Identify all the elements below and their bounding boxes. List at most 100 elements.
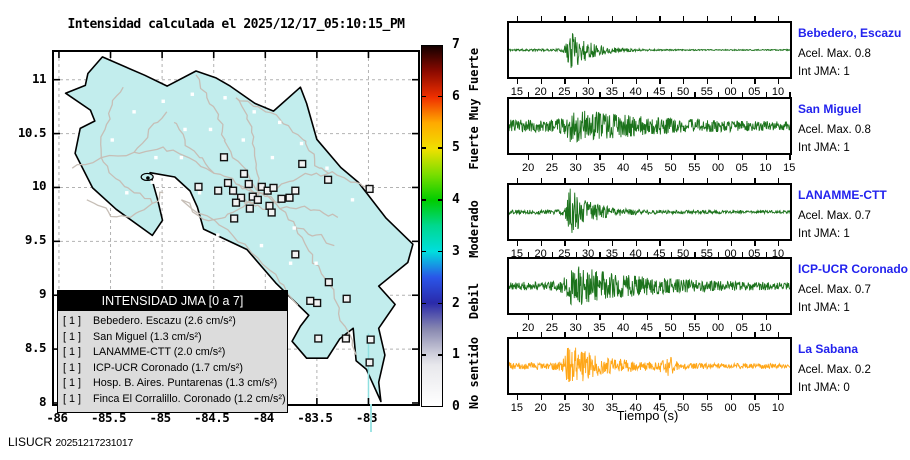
station-marker xyxy=(219,153,229,162)
trace-axis-tick xyxy=(599,155,601,160)
trace-tick-label: 00 xyxy=(711,322,725,334)
station-marker xyxy=(236,193,246,202)
trace-tick-label: 45 xyxy=(640,322,653,334)
trace-axis-tick xyxy=(588,395,590,400)
road xyxy=(86,191,164,219)
trace-axis-tick xyxy=(551,92,554,97)
trace-axis-tick xyxy=(754,241,756,246)
jma-intensity: Int JMA: 1 xyxy=(798,142,850,154)
trace-axis-tick xyxy=(635,79,637,84)
trace-axis-tick xyxy=(706,16,709,21)
waveform xyxy=(508,33,791,68)
station-marker xyxy=(214,186,223,195)
trace-axis-tick xyxy=(670,92,672,97)
trace-axis-tick xyxy=(683,395,685,400)
trace-axis-tick xyxy=(528,252,530,257)
trace-tick-label: 30 xyxy=(569,322,582,334)
road xyxy=(100,157,153,204)
waveform xyxy=(508,347,791,382)
y-tick-label: 9 xyxy=(38,286,47,302)
waveform xyxy=(508,110,791,143)
trace-tick-label: 40 xyxy=(616,322,630,334)
trace-axis-tick xyxy=(551,315,554,320)
colorbar-tick-label: 1 xyxy=(452,347,460,363)
trace-axis-tick xyxy=(564,178,566,183)
trace-axis-tick xyxy=(623,315,625,320)
station-marker xyxy=(285,193,294,202)
trace-axis-tick xyxy=(789,155,791,160)
legend-item-label: ICP-UCR Coronado (1.7 cm/s²) xyxy=(93,361,243,374)
station-marker xyxy=(244,179,253,189)
town-marker xyxy=(110,138,114,142)
x-tick-label: -83.5 xyxy=(297,410,333,425)
trace-axis-tick xyxy=(588,332,590,337)
trace-axis-tick xyxy=(516,178,519,183)
y-tick-label: 9.5 xyxy=(24,232,47,248)
waveform-trace xyxy=(508,33,791,68)
colorbar-tick-label: 5 xyxy=(452,140,460,156)
waveform-trace xyxy=(508,110,791,143)
trace-axis-tick xyxy=(588,241,590,246)
trace-axis-tick xyxy=(635,178,637,183)
station-marker xyxy=(341,334,351,343)
x-tick-label: -85.5 xyxy=(90,410,127,425)
trace-axis-tick xyxy=(564,332,566,337)
colorbar-tick xyxy=(438,95,443,98)
trace-axis-tick xyxy=(778,16,780,21)
trace-axis-tick xyxy=(683,79,685,84)
trace-axis-tick xyxy=(575,155,577,160)
trace-tick-label: 55 xyxy=(700,402,713,414)
trace-tick-label: 55 xyxy=(688,162,701,174)
x-tick-label: -85 xyxy=(149,410,172,425)
trace-axis-tick xyxy=(611,332,614,337)
seismogram-box xyxy=(507,21,792,79)
road xyxy=(180,199,299,306)
legend-item-label: LANAMME-CTT (2.0 cm/s²) xyxy=(93,346,226,359)
trace-tick-label: 30 xyxy=(581,402,595,414)
x-tick-label: -84 xyxy=(252,410,275,425)
town-marker xyxy=(216,233,220,237)
trace-axis-tick xyxy=(588,79,590,84)
trace-tick-label: 50 xyxy=(676,402,690,414)
trace-axis-tick xyxy=(528,155,530,160)
map-title: Intensidad calculada el 2025/12/17_05:10… xyxy=(67,17,405,32)
trace-axis-tick xyxy=(741,315,744,320)
y-tick-label: 8 xyxy=(38,393,47,409)
trace-axis-tick xyxy=(659,332,661,337)
trace-axis-tick xyxy=(706,178,709,183)
legend-item: [ 1 ] Finca El Corralillo. Coronado (1.2 … xyxy=(63,392,286,408)
intensity-legend: INTENSIDAD JMA [0 a 7] [ 1 ] Bebedero. Es… xyxy=(57,290,288,413)
trace-axis-tick xyxy=(694,315,696,320)
trace-axis-tick xyxy=(718,92,720,97)
trace-tick-label: 35 xyxy=(593,322,606,334)
station-marker xyxy=(231,198,241,207)
town-marker xyxy=(350,198,355,202)
trace-tick-label: 20 xyxy=(534,86,547,98)
trace-axis-tick xyxy=(551,155,554,160)
trace-axis-tick xyxy=(706,395,709,400)
station-marker xyxy=(277,194,286,203)
station-name: ICP-UCR Coronado xyxy=(798,262,908,276)
road xyxy=(100,86,124,158)
trace-axis-tick xyxy=(765,252,767,257)
station-marker xyxy=(267,208,276,217)
trace-axis-tick xyxy=(741,252,744,257)
legend-item: [ 1 ] LANAMME-CTT (2.0 cm/s²) xyxy=(63,345,283,361)
colorbar-tick xyxy=(438,354,443,356)
road xyxy=(173,121,215,174)
trace-axis-tick xyxy=(694,252,696,257)
waveform-trace xyxy=(508,188,791,233)
town-marker xyxy=(325,166,329,170)
x-tick-label: -83 xyxy=(355,410,378,425)
trace-axis-tick xyxy=(778,332,780,337)
station-marker xyxy=(269,183,278,192)
town-marker xyxy=(179,155,184,160)
waveform-trace xyxy=(508,347,791,382)
trace-tick-label: 25 xyxy=(545,322,558,334)
trace-axis-tick xyxy=(516,79,519,84)
trace-axis-tick xyxy=(564,395,566,400)
trace-axis-tick xyxy=(623,252,625,257)
colorbar-category-label: Fuerte xyxy=(467,126,481,171)
town-marker xyxy=(88,208,93,213)
